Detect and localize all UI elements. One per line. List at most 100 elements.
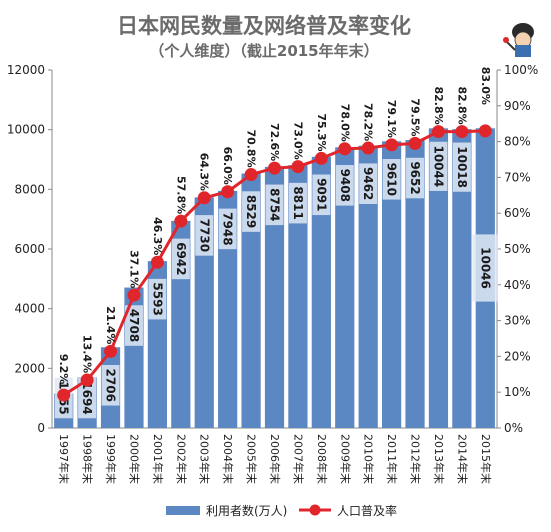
bar-value-bg <box>472 234 499 302</box>
line-value-label: 82.8% <box>432 86 445 124</box>
left-tick-label: 2000 <box>14 361 45 375</box>
right-tick-label: 30% <box>504 314 531 328</box>
left-tick-label: 6000 <box>14 242 45 256</box>
x-tick-label: 2003年末 <box>198 434 212 484</box>
line-value-label: 66.0% <box>221 147 234 185</box>
bar-value-bg <box>218 208 237 250</box>
line-value-label: 70.8% <box>245 129 258 167</box>
legend-label-line: 人口普及率 <box>337 503 397 518</box>
x-tick-label: 2010年末 <box>362 434 376 484</box>
line-point <box>80 373 94 387</box>
bar-value-bg <box>312 174 331 216</box>
legend-label-bars: 利用者数(万人) <box>206 503 287 518</box>
bar <box>264 166 285 429</box>
line-point <box>197 191 211 205</box>
right-tick-label: 40% <box>504 278 531 292</box>
x-tick-label: 2015年末 <box>479 434 493 484</box>
bar-value-bg <box>335 165 354 206</box>
line-point <box>478 124 492 138</box>
legend-marker-line <box>309 504 321 516</box>
x-tick-label: 2014年末 <box>455 434 469 484</box>
bar-value-label: 1694 <box>80 381 94 414</box>
line-value-label: 21.4% <box>104 306 117 344</box>
x-tick-label: 2000年末 <box>127 434 141 484</box>
line-point <box>221 185 235 199</box>
line-value-label: 75.3% <box>315 113 328 151</box>
bar <box>358 145 378 429</box>
line-point <box>408 136 422 150</box>
line-point <box>57 388 71 402</box>
bar-value-label: 7948 <box>221 212 235 245</box>
right-tick-label: 80% <box>504 135 531 149</box>
line-value-label: 78.2% <box>362 103 375 141</box>
line-value-label: 46.3% <box>151 217 164 255</box>
line-point <box>338 142 352 156</box>
line-value-label: 73.0% <box>291 122 304 160</box>
bar-value-label: 9610 <box>385 163 399 196</box>
chart-subtitle: （个人维度）（截止2015年年末） <box>149 42 378 60</box>
line-point <box>174 214 188 228</box>
bar-value-bg <box>265 184 284 226</box>
line-point <box>150 255 164 269</box>
line-point <box>127 288 141 302</box>
bar <box>288 165 308 429</box>
left-tick-label: 0 <box>37 421 45 435</box>
bar-value-label: 9462 <box>361 167 375 200</box>
legend-swatch-bars <box>166 506 200 515</box>
left-tick-label: 4000 <box>14 302 45 316</box>
bar <box>405 140 425 429</box>
x-tick-label: 2002年末 <box>174 434 188 484</box>
line-point <box>268 161 281 175</box>
bar-value-label: 7730 <box>197 219 211 252</box>
right-tick-label: 100% <box>504 63 538 77</box>
x-tick-label: 1999年末 <box>104 434 118 484</box>
x-tick-label: 2009年末 <box>338 434 352 484</box>
line-point <box>431 125 445 139</box>
right-tick-label: 10% <box>504 385 531 399</box>
line-point <box>291 160 305 174</box>
bar-value-bg <box>288 182 307 224</box>
bar-value-label: 9091 <box>314 178 328 211</box>
line-point <box>361 141 375 155</box>
line-point <box>314 151 328 165</box>
bar <box>335 147 355 428</box>
x-tick-label: 2001年末 <box>151 434 165 484</box>
chart-title: 日本网民数量及网络普及率变化 <box>117 14 411 38</box>
line-value-label: 57.8% <box>174 176 187 214</box>
bar-value-label: 5593 <box>150 282 164 315</box>
x-tick-label: 2008年末 <box>315 434 329 484</box>
x-tick-label: 2011年末 <box>385 434 399 484</box>
line-value-label: 79.1% <box>385 100 398 138</box>
bar-value-bg <box>171 238 190 280</box>
bar-value-label: 6942 <box>174 242 188 275</box>
x-tick-label: 2006年末 <box>268 434 282 484</box>
bar-value-label: 10018 <box>455 146 469 188</box>
bar <box>382 141 402 428</box>
right-tick-label: 50% <box>504 242 531 256</box>
right-tick-label: 60% <box>504 206 531 220</box>
x-tick-label: 2012年末 <box>409 434 423 484</box>
bar-value-bg <box>359 163 378 204</box>
right-tick-label: 0% <box>504 421 523 435</box>
bar-value-bg <box>101 364 120 406</box>
line-value-label: 78.0% <box>338 104 351 142</box>
line-value-label: 9.2% <box>57 354 70 385</box>
bar <box>311 156 331 429</box>
x-tick-label: 2013年末 <box>432 434 446 484</box>
x-tick-label: 1998年末 <box>81 434 95 484</box>
bar-value-bg <box>382 159 401 200</box>
bar-value-label: 8811 <box>291 186 305 219</box>
bar-value-label: 9652 <box>408 161 422 194</box>
line-point <box>385 138 399 152</box>
bar-value-bg <box>406 157 425 199</box>
left-tick-label: 12000 <box>7 63 45 77</box>
bar-value-label: 9408 <box>338 169 352 202</box>
bar-value-bg <box>452 142 471 192</box>
bar-value-bg <box>148 278 167 320</box>
right-tick-label: 90% <box>504 99 531 113</box>
line-value-label: 37.1% <box>127 250 140 288</box>
line-value-label: 79.5% <box>409 98 422 136</box>
line-value-label: 83.0% <box>479 67 492 105</box>
bar-value-bg <box>124 305 143 346</box>
